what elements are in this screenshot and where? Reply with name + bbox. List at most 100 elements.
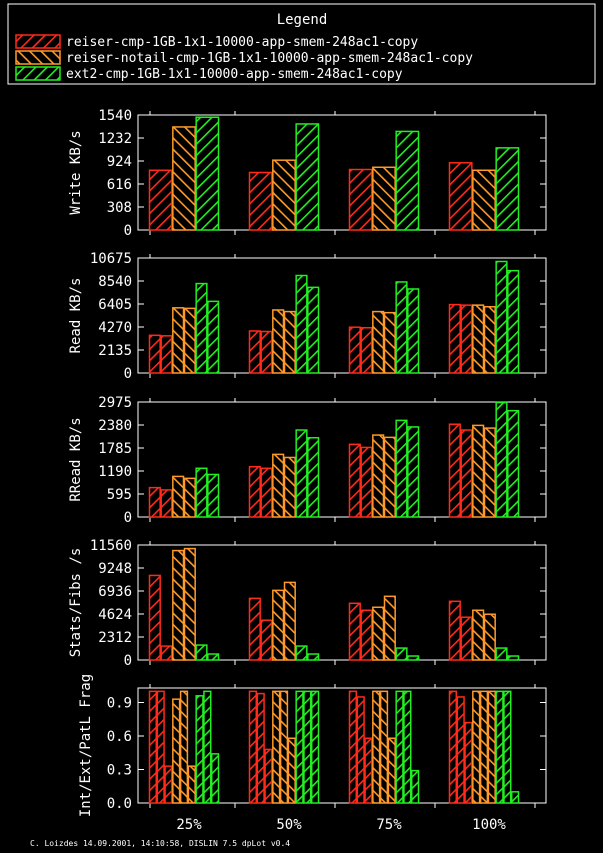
bar	[295, 429, 308, 518]
panel-frame	[137, 114, 547, 231]
bar	[148, 690, 158, 804]
y-tick-label: 308	[107, 200, 132, 216]
bar	[348, 443, 361, 518]
y-tick-label: 595	[107, 487, 132, 503]
bar	[295, 123, 320, 231]
y-tick-label: 0.6	[107, 729, 132, 745]
bar	[179, 690, 189, 804]
bar	[364, 737, 373, 804]
bar	[407, 288, 420, 374]
bar	[256, 692, 265, 804]
bar	[148, 486, 161, 518]
y-tick-label: 0.9	[107, 696, 132, 712]
bar	[207, 300, 220, 374]
bar	[483, 305, 496, 374]
bar	[360, 446, 373, 518]
bar	[483, 613, 496, 661]
footer-credit: C. Loizdes 14.09.2001, 14:10:58, DISLIN …	[30, 839, 290, 848]
y-tick-label: 4624	[98, 607, 132, 623]
bar	[207, 473, 220, 518]
bar	[195, 282, 208, 374]
bar	[348, 326, 361, 374]
bar	[360, 327, 373, 374]
legend-entry-0: reiser-cmp-1GB-1x1-10000-app-smem-248ac1…	[66, 35, 418, 50]
bar	[248, 597, 261, 661]
bar	[148, 334, 161, 374]
bar	[472, 690, 481, 804]
bar	[248, 465, 261, 518]
bar	[395, 130, 420, 231]
bar	[510, 791, 520, 804]
bar	[260, 467, 273, 518]
bar	[395, 690, 404, 804]
bar	[487, 690, 496, 804]
legend-swatch-0	[15, 34, 61, 49]
bar	[164, 765, 173, 804]
y-tick-label: 1190	[98, 464, 132, 480]
bar	[495, 147, 520, 231]
legend-swatch-1	[15, 50, 61, 65]
bar	[503, 690, 512, 804]
bar	[172, 549, 185, 661]
bar	[203, 690, 212, 804]
bar	[410, 769, 420, 804]
x-tick-label: 100%	[472, 817, 506, 833]
y-axis-label: Read KB/s	[68, 278, 84, 354]
y-tick-label: 6405	[98, 297, 132, 313]
y-tick-label: 2312	[98, 630, 132, 646]
bar	[156, 690, 165, 804]
bar	[403, 690, 412, 804]
bar	[448, 423, 461, 518]
bar	[195, 467, 208, 518]
bar	[372, 434, 385, 518]
bar	[148, 574, 161, 661]
bar	[260, 619, 273, 661]
bar	[472, 424, 485, 518]
bar	[460, 616, 473, 661]
bar	[495, 401, 508, 518]
bar	[372, 310, 385, 374]
bar	[272, 309, 285, 374]
bar	[495, 690, 504, 804]
bar	[448, 600, 461, 661]
y-tick-label: 0	[124, 510, 132, 526]
bar	[483, 427, 496, 518]
y-tick-label: 4270	[98, 320, 132, 336]
y-tick-label: 0.0	[107, 796, 132, 812]
bar	[348, 602, 361, 661]
bar	[310, 690, 320, 804]
bar	[348, 168, 373, 231]
bar	[448, 162, 473, 231]
bar	[360, 609, 373, 661]
bar	[448, 690, 458, 804]
bar	[307, 653, 320, 661]
bar	[148, 169, 173, 231]
bar	[283, 581, 296, 661]
bar	[264, 748, 273, 804]
bar	[287, 737, 296, 804]
y-axis-label: Int/Ext/PatL Frag	[78, 674, 94, 817]
y-tick-label: 6936	[98, 584, 132, 600]
bar	[195, 644, 208, 661]
x-tick-label: 75%	[376, 817, 402, 833]
y-tick-label: 0	[124, 223, 132, 239]
bar	[479, 690, 489, 804]
bar	[383, 311, 396, 374]
panel-4: 0.0 0.3 0.6 0.9 Int/Ext/PatL Frag 25% 50% 75% 10…	[78, 674, 547, 833]
bar	[395, 419, 408, 518]
y-axis-label: RRead KB/s	[68, 417, 84, 501]
y-tick-label: 616	[107, 177, 132, 193]
y-tick-label: 2975	[98, 395, 132, 411]
bar	[395, 647, 408, 661]
y-tick-label: 10675	[90, 251, 132, 267]
bar	[183, 547, 196, 661]
y-tick-label: 924	[107, 154, 132, 170]
panel-frame	[137, 687, 547, 804]
bar	[387, 737, 396, 804]
bar	[372, 166, 396, 231]
bar	[448, 303, 461, 374]
y-tick-label: 1785	[98, 441, 132, 457]
y-tick-label: 9248	[98, 561, 132, 577]
panel-2: 0 595 1190 1785 2380 2975 RRead KB/s	[68, 395, 547, 526]
